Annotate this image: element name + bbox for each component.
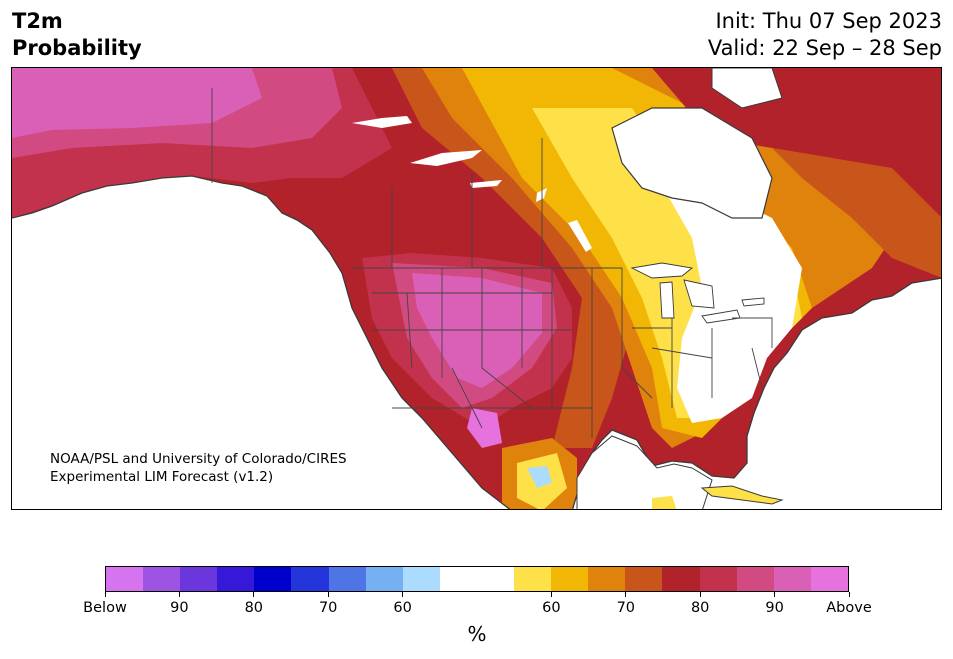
cuba [700, 485, 784, 505]
east-coastline [571, 277, 941, 509]
colorbar-tick-label: 90 [765, 600, 784, 616]
colorbar-segment [736, 567, 774, 591]
northern-channel [711, 68, 783, 109]
colorbar-unit-label: % [467, 622, 487, 646]
great-slave-lake [410, 150, 482, 166]
colorbar [105, 566, 849, 592]
colorbar-tick-label: Below [83, 600, 127, 616]
colorbar-segment [699, 567, 737, 591]
credit-line-1: NOAA/PSL and University of Colorado/CIRE… [50, 451, 347, 467]
colorbar-tick-mark [402, 592, 404, 597]
yucatan [652, 496, 677, 509]
lake-superior [630, 262, 694, 279]
colorbar-tick-label: 90 [170, 600, 189, 616]
probability-map-svg: NOAA/PSL and University of Colorado/CIRE… [12, 68, 941, 509]
hudson-bay [611, 107, 773, 219]
colorbar-tick-label: 70 [318, 600, 338, 616]
colorbar-segment [476, 567, 515, 591]
title-variable: T2m [12, 9, 63, 33]
colorbar-tick-mark [550, 592, 552, 597]
colorbar-tick-mark [253, 592, 255, 597]
colorbar-segment [662, 567, 700, 591]
colorbar-segment [810, 567, 848, 591]
colorbar-tick-mark [699, 592, 701, 597]
colorbar-tick-label: Above [826, 600, 872, 616]
colorbar-segment [773, 567, 811, 591]
colorbar-segment [625, 567, 663, 591]
credit-line-2: Experimental LIM Forecast (v1.2) [50, 469, 273, 485]
colorbar-segment [180, 567, 218, 591]
colorbar-tick-mark [327, 592, 329, 597]
colorbar-tick-mark [774, 592, 776, 597]
colorbar-segment [254, 567, 292, 591]
forecast-dates: Init: Thu 07 Sep 2023 Valid: 22 Sep – 28… [708, 8, 942, 62]
colorbar-segment [217, 567, 255, 591]
lake-winnipeg [568, 220, 592, 252]
colorbar-segment [588, 567, 626, 591]
forecast-map: NOAA/PSL and University of Colorado/CIRE… [11, 67, 942, 510]
lake-athabasca [470, 180, 502, 188]
title-metric: Probability [12, 36, 142, 60]
colorbar-tick-mark [848, 592, 850, 597]
colorbar-segment [402, 567, 440, 591]
colorbar-tick-label: 70 [616, 600, 636, 616]
lake-ontario [741, 297, 765, 307]
valid-date-range: Valid: 22 Sep – 28 Sep [707, 36, 942, 60]
colorbar-tick-label: 60 [542, 600, 561, 616]
colorbar-segment [328, 567, 366, 591]
colorbar-tick-label: 60 [393, 600, 412, 616]
colorbar-tick-label: 80 [244, 600, 264, 616]
probability-fill [12, 68, 941, 509]
lake-michigan [659, 281, 675, 319]
lake-huron [683, 279, 715, 309]
colorbar-segment [106, 567, 144, 591]
colorbar-tick-mark [178, 592, 180, 597]
colorbar-segment [439, 567, 477, 591]
reindeer-lake [536, 188, 547, 202]
west-coastline [12, 175, 511, 509]
colorbar-segment [291, 567, 329, 591]
colorbar-tick-label: 80 [690, 600, 710, 616]
map-title: T2m Probability [12, 8, 142, 62]
colorbar-tick-mark [104, 592, 106, 597]
colorbar-segment [551, 567, 589, 591]
init-date: Init: Thu 07 Sep 2023 [715, 9, 942, 33]
great-bear-lake [352, 116, 412, 128]
colorbar-segment [514, 567, 552, 591]
gulf-of-mexico [576, 435, 713, 509]
colorbar-tick-mark [625, 592, 627, 597]
colorbar-segment [365, 567, 403, 591]
political-borders [211, 88, 773, 438]
colorbar-segment [143, 567, 181, 591]
